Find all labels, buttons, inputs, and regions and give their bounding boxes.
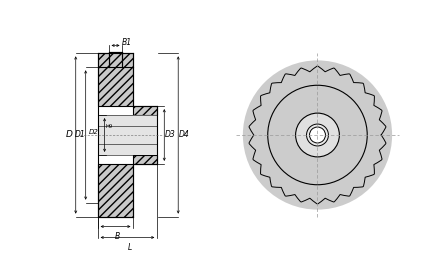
Text: D2: D2 [89,129,99,135]
Circle shape [268,85,367,185]
Text: B1: B1 [122,38,132,47]
Text: B: B [115,232,120,242]
Text: D3: D3 [165,130,176,140]
Text: D4: D4 [179,130,190,140]
Bar [98,115,157,155]
Text: L: L [127,243,132,252]
Circle shape [307,124,328,146]
Text: D1: D1 [75,130,85,140]
Circle shape [243,60,392,210]
Polygon shape [98,54,133,106]
Text: D: D [65,130,72,140]
Polygon shape [133,155,157,164]
Polygon shape [109,52,123,67]
Text: H9: H9 [106,123,113,129]
Polygon shape [98,164,133,217]
Polygon shape [249,66,386,204]
Circle shape [310,127,325,143]
Polygon shape [133,106,157,115]
Circle shape [296,113,339,157]
